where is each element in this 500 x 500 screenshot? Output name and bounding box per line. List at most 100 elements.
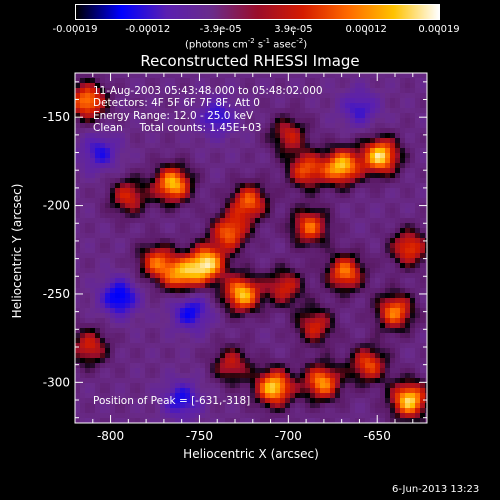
heatmap-cell bbox=[300, 328, 306, 334]
heatmap-cell bbox=[425, 233, 427, 239]
heatmap-cell bbox=[390, 328, 396, 334]
heatmap-cell bbox=[265, 153, 271, 159]
heatmap-cell bbox=[85, 133, 91, 139]
heatmap-cell bbox=[135, 168, 141, 174]
heatmap-cell bbox=[290, 248, 296, 254]
heatmap-cell bbox=[320, 103, 326, 109]
heatmap-cell bbox=[335, 298, 341, 304]
heatmap-cell bbox=[310, 293, 316, 299]
heatmap-cell bbox=[345, 263, 351, 269]
heatmap-cell bbox=[135, 338, 141, 344]
heatmap-cell bbox=[180, 348, 186, 354]
heatmap-cell bbox=[370, 408, 376, 414]
heatmap-cell bbox=[375, 228, 381, 234]
heatmap-cell bbox=[130, 333, 136, 339]
heatmap-cell bbox=[225, 103, 231, 109]
heatmap-cell bbox=[265, 83, 271, 89]
heatmap-cell bbox=[305, 308, 311, 314]
heatmap-cell bbox=[370, 178, 376, 184]
heatmap-cell bbox=[240, 228, 246, 234]
heatmap-cell bbox=[230, 283, 236, 289]
heatmap-cell bbox=[375, 353, 381, 359]
heatmap-cell bbox=[420, 173, 426, 179]
heatmap-cell bbox=[115, 258, 121, 264]
heatmap-cell bbox=[90, 353, 96, 359]
heatmap-cell bbox=[85, 288, 91, 294]
heatmap-cell bbox=[425, 168, 427, 174]
heatmap-cell bbox=[215, 368, 221, 374]
heatmap-cell bbox=[160, 118, 166, 124]
heatmap-cell bbox=[210, 238, 216, 244]
heatmap-cell bbox=[325, 243, 331, 249]
heatmap-cell bbox=[240, 138, 246, 144]
heatmap-cell bbox=[375, 243, 381, 249]
heatmap-cell bbox=[305, 248, 311, 254]
heatmap-cell bbox=[125, 258, 131, 264]
heatmap-cell bbox=[265, 213, 271, 219]
heatmap-cell bbox=[355, 218, 361, 224]
heatmap-cell bbox=[215, 183, 221, 189]
heatmap-cell bbox=[205, 243, 211, 249]
heatmap-cell bbox=[245, 273, 251, 279]
heatmap-cell bbox=[305, 273, 311, 279]
heatmap-cell bbox=[180, 263, 186, 269]
heatmap-cell bbox=[380, 143, 386, 149]
heatmap-cell bbox=[110, 138, 116, 144]
heatmap-cell bbox=[115, 368, 121, 374]
heatmap-cell bbox=[85, 88, 91, 94]
heatmap-cell bbox=[410, 78, 416, 84]
heatmap-cell bbox=[205, 368, 211, 374]
heatmap-cell bbox=[205, 203, 211, 209]
heatmap-cell bbox=[140, 378, 146, 384]
heatmap-cell bbox=[300, 243, 306, 249]
heatmap-cell bbox=[260, 128, 266, 134]
heatmap-cell bbox=[200, 148, 206, 154]
heatmap-cell bbox=[170, 98, 176, 104]
heatmap-cell bbox=[260, 358, 266, 364]
heatmap-cell bbox=[105, 358, 111, 364]
heatmap-cell bbox=[230, 273, 236, 279]
heatmap-cell bbox=[225, 108, 231, 114]
heatmap-cell bbox=[215, 193, 221, 199]
heatmap-cell bbox=[300, 343, 306, 349]
heatmap-cell bbox=[345, 83, 351, 89]
heatmap-cell bbox=[170, 158, 176, 164]
heatmap-cell bbox=[355, 83, 361, 89]
heatmap-cell bbox=[225, 233, 231, 239]
heatmap-cell bbox=[200, 158, 206, 164]
heatmap-cell bbox=[370, 278, 376, 284]
heatmap-cell bbox=[255, 168, 261, 174]
heatmap-cell bbox=[255, 333, 261, 339]
heatmap-cell bbox=[280, 283, 286, 289]
heatmap-cell bbox=[280, 138, 286, 144]
heatmap-cell bbox=[410, 278, 416, 284]
heatmap-cell bbox=[390, 213, 396, 219]
heatmap-cell bbox=[360, 303, 366, 309]
heatmap-cell bbox=[355, 113, 361, 119]
heatmap-cell bbox=[85, 378, 91, 384]
heatmap-cell bbox=[85, 248, 91, 254]
heatmap-cell bbox=[155, 368, 161, 374]
heatmap-cell bbox=[220, 308, 226, 314]
heatmap-cell bbox=[310, 398, 316, 404]
heatmap-cell bbox=[280, 383, 286, 389]
heatmap-cell bbox=[305, 303, 311, 309]
heatmap-cell bbox=[100, 308, 106, 314]
heatmap-cell bbox=[160, 278, 166, 284]
heatmap-cell bbox=[235, 278, 241, 284]
heatmap-cell bbox=[155, 198, 161, 204]
heatmap-cell bbox=[415, 338, 421, 344]
heatmap-cell bbox=[255, 248, 261, 254]
heatmap-cell bbox=[180, 258, 186, 264]
heatmap-cell bbox=[355, 228, 361, 234]
heatmap-cell bbox=[150, 323, 156, 329]
heatmap-cell bbox=[140, 278, 146, 284]
heatmap-cell bbox=[100, 123, 106, 129]
heatmap-cell bbox=[110, 193, 116, 199]
heatmap-cell bbox=[230, 383, 236, 389]
heatmap-cell bbox=[125, 208, 131, 214]
heatmap-cell bbox=[225, 78, 231, 84]
heatmap-cell bbox=[170, 148, 176, 154]
heatmap-cell bbox=[345, 213, 351, 219]
heatmap-cell bbox=[390, 208, 396, 214]
